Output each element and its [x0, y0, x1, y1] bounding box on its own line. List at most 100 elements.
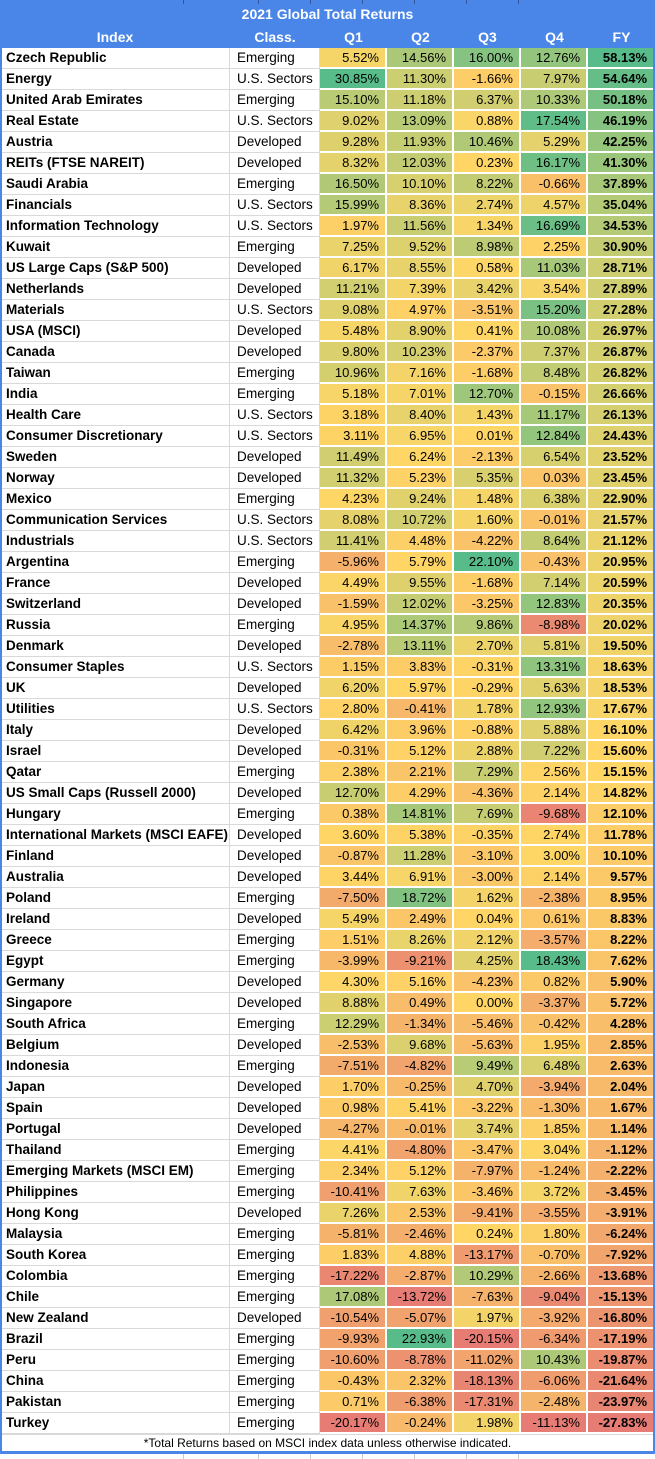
table-row: South Africa Emerging 12.29% -1.34% -5.46% -0… — [0, 1014, 655, 1035]
column-header-q4: Q4 — [545, 29, 564, 45]
q2-cell: 10.10% — [387, 174, 454, 195]
q3-cell: -0.31% — [454, 657, 521, 678]
index-cell: Communication Services — [0, 510, 230, 531]
index-cell: Emerging Markets (MSCI EM) — [0, 1161, 230, 1182]
index-cell: Netherlands — [0, 279, 230, 300]
index-cell: Sweden — [0, 447, 230, 468]
q1-cell: 9.80% — [320, 342, 387, 363]
q1-cell: 4.95% — [320, 615, 387, 636]
table-row: Communication Services U.S. Sectors 8.08% 1… — [0, 510, 655, 531]
q1-cell: 0.98% — [320, 1098, 387, 1119]
q1-cell: -10.60% — [320, 1350, 387, 1371]
q3-cell: 10.29% — [454, 1266, 521, 1287]
q4-cell: -1.30% — [521, 1098, 588, 1119]
q1-cell: 7.25% — [320, 237, 387, 258]
gridline-tick — [466, 0, 467, 4]
q2-cell: 14.81% — [387, 804, 454, 825]
fy-cell: 26.87% — [588, 342, 655, 363]
footnote-row: *Total Returns based on MSCI index data … — [0, 1434, 655, 1451]
table-row: Brazil Emerging -9.93% 22.93% -20.15% -6.34% -… — [0, 1329, 655, 1350]
q4-cell: -3.92% — [521, 1308, 588, 1329]
footnote-text: *Total Returns based on MSCI index data … — [143, 1436, 512, 1450]
q2-cell: 5.97% — [387, 678, 454, 699]
index-cell: Italy — [0, 720, 230, 741]
index-cell: Greece — [0, 930, 230, 951]
q1-cell: 4.30% — [320, 972, 387, 993]
q1-cell: 5.48% — [320, 321, 387, 342]
q1-cell: -1.59% — [320, 594, 387, 615]
q3-cell: 0.00% — [454, 993, 521, 1014]
q3-cell: 22.10% — [454, 552, 521, 573]
q2-cell: 9.68% — [387, 1035, 454, 1056]
q1-cell: 3.44% — [320, 867, 387, 888]
index-cell: New Zealand — [0, 1308, 230, 1329]
class-cell: Developed — [230, 321, 320, 342]
class-cell: Developed — [230, 846, 320, 867]
q2-cell: 2.32% — [387, 1371, 454, 1392]
q3-cell: -13.17% — [454, 1245, 521, 1266]
q4-cell: -0.01% — [521, 510, 588, 531]
table-row: Switzerland Developed -1.59% 12.02% -3.25% 12… — [0, 594, 655, 615]
q4-cell: 8.64% — [521, 531, 588, 552]
index-cell: Belgium — [0, 1035, 230, 1056]
q2-cell: 2.53% — [387, 1203, 454, 1224]
index-cell: Real Estate — [0, 111, 230, 132]
q1-cell: 1.51% — [320, 930, 387, 951]
index-cell: Kuwait — [0, 237, 230, 258]
q2-cell: 13.09% — [387, 111, 454, 132]
fy-cell: 21.57% — [588, 510, 655, 531]
q2-cell: -0.01% — [387, 1119, 454, 1140]
q3-cell: -3.10% — [454, 846, 521, 867]
class-cell: U.S. Sectors — [230, 69, 320, 90]
table-row: Belgium Developed -2.53% 9.68% -5.63% 1.95% 2.… — [0, 1035, 655, 1056]
fy-cell: 2.04% — [588, 1077, 655, 1098]
sheet-bottom-margin — [0, 1454, 655, 1459]
q2-cell: 12.03% — [387, 153, 454, 174]
q4-cell: 6.48% — [521, 1056, 588, 1077]
q2-cell: 8.55% — [387, 258, 454, 279]
class-cell: Developed — [230, 132, 320, 153]
index-cell: China — [0, 1371, 230, 1392]
q3-cell: 0.58% — [454, 258, 521, 279]
gridline-tick — [466, 1454, 467, 1459]
table-row: Emerging Markets (MSCI EM) Emerging 2.34% 5… — [0, 1161, 655, 1182]
index-cell: Norway — [0, 468, 230, 489]
q2-cell: 9.52% — [387, 237, 454, 258]
q3-cell: 7.69% — [454, 804, 521, 825]
q1-cell: 6.17% — [320, 258, 387, 279]
table-row: Australia Developed 3.44% 6.91% -3.00% 2.14% 9… — [0, 867, 655, 888]
table-row: Chile Emerging 17.08% -13.72% -7.63% -9.04% -1… — [0, 1287, 655, 1308]
gridline-tick — [414, 0, 415, 4]
q2-cell: 4.29% — [387, 783, 454, 804]
class-cell: Emerging — [230, 1329, 320, 1350]
q2-cell: 0.49% — [387, 993, 454, 1014]
fy-cell: 17.67% — [588, 699, 655, 720]
index-cell: Russia — [0, 615, 230, 636]
q1-cell: 11.41% — [320, 531, 387, 552]
table-row: Saudi Arabia Emerging 16.50% 10.10% 8.22% -0.… — [0, 174, 655, 195]
fy-cell: -16.80% — [588, 1308, 655, 1329]
fy-cell: 11.78% — [588, 825, 655, 846]
class-cell: Emerging — [230, 615, 320, 636]
index-cell: USA (MSCI) — [0, 321, 230, 342]
table-row: Pakistan Emerging 0.71% -6.38% -17.31% -2.48%… — [0, 1392, 655, 1413]
table-row: Spain Developed 0.98% 5.41% -3.22% -1.30% 1.67… — [0, 1098, 655, 1119]
q4-cell: 10.08% — [521, 321, 588, 342]
table-body: Czech Republic Emerging 5.52% 14.56% 16.00% 1… — [0, 48, 655, 1434]
q3-cell: 9.86% — [454, 615, 521, 636]
q2-cell: 11.56% — [387, 216, 454, 237]
table-row: Russia Emerging 4.95% 14.37% 9.86% -8.98% 20.0… — [0, 615, 655, 636]
q4-cell: 12.93% — [521, 699, 588, 720]
class-cell: Developed — [230, 573, 320, 594]
q2-cell: 2.21% — [387, 762, 454, 783]
q3-cell: 12.70% — [454, 384, 521, 405]
q4-cell: 3.54% — [521, 279, 588, 300]
class-cell: Developed — [230, 636, 320, 657]
q4-cell: -11.13% — [521, 1413, 588, 1434]
class-cell: Emerging — [230, 90, 320, 111]
class-cell: Developed — [230, 867, 320, 888]
q2-cell: 3.96% — [387, 720, 454, 741]
q2-cell: 11.28% — [387, 846, 454, 867]
q3-cell: -5.63% — [454, 1035, 521, 1056]
